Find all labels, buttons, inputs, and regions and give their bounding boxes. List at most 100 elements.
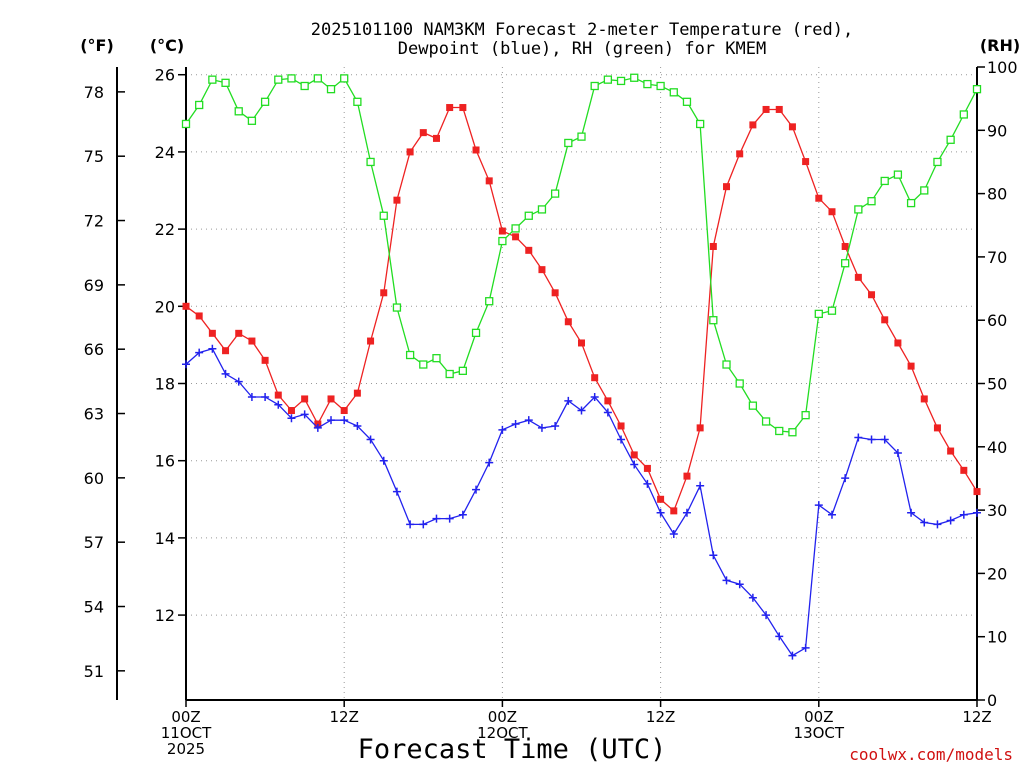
rh-point bbox=[590, 81, 599, 91]
dewpoint-point bbox=[195, 348, 204, 357]
dewpoint-point bbox=[366, 435, 375, 444]
dewpoint-point bbox=[340, 416, 349, 425]
dewpoint-point bbox=[603, 408, 612, 417]
rh-point bbox=[208, 75, 217, 84]
dewpoint-point bbox=[247, 393, 256, 402]
rh-point bbox=[564, 138, 573, 148]
dewpoint-point bbox=[432, 514, 441, 523]
x-tick-label-line: 13OCT bbox=[794, 724, 845, 742]
temperature-point bbox=[248, 337, 256, 345]
rh-tick-label: 60 bbox=[987, 311, 1007, 330]
temperature-point bbox=[182, 302, 190, 310]
dewpoint-point bbox=[392, 487, 401, 496]
temperature-point bbox=[287, 407, 295, 415]
celsius-tick-label: 20 bbox=[155, 297, 175, 316]
dewpoint-point bbox=[208, 344, 217, 353]
rh-point bbox=[366, 157, 375, 167]
temperature-point bbox=[551, 289, 559, 297]
x-tick-label-line: 00Z bbox=[488, 708, 517, 726]
rh-point bbox=[788, 428, 797, 437]
series-dewpoint bbox=[182, 344, 981, 660]
x-tick-label-line: 2025 bbox=[167, 740, 205, 758]
fahrenheit-tick-label: 60 bbox=[84, 469, 104, 488]
temperature-point bbox=[498, 227, 506, 235]
fahrenheit-tick-label: 72 bbox=[84, 212, 104, 231]
dewpoint-point bbox=[682, 508, 691, 517]
temperature-point bbox=[907, 362, 915, 370]
fahrenheit-tick-label: 78 bbox=[84, 83, 104, 102]
dewpoint-point bbox=[406, 520, 415, 529]
temperature-point bbox=[591, 374, 599, 382]
temperature-point bbox=[538, 266, 546, 274]
celsius-tick-label: 12 bbox=[155, 606, 175, 625]
series-rh bbox=[181, 73, 982, 437]
rh-point bbox=[643, 79, 652, 89]
temperature-point bbox=[775, 105, 783, 113]
dewpoint-point bbox=[617, 435, 626, 444]
x-tick-label-line: 00Z bbox=[171, 708, 200, 726]
rh-tick-label: 30 bbox=[987, 501, 1007, 520]
rh-point bbox=[656, 81, 665, 91]
temperature-point bbox=[736, 150, 744, 158]
rh-point bbox=[221, 78, 230, 87]
celsius-tick-label: 14 bbox=[155, 529, 175, 548]
temperature-point bbox=[432, 134, 440, 142]
rh-tick-label: 50 bbox=[987, 375, 1007, 394]
rh-point bbox=[379, 211, 388, 220]
rh-point bbox=[867, 197, 876, 206]
temperature-point bbox=[683, 472, 691, 480]
temperature-point bbox=[525, 246, 533, 254]
dewpoint-point bbox=[801, 643, 810, 652]
dewpoint-point bbox=[775, 632, 784, 641]
rh-point bbox=[814, 309, 823, 319]
rh-tick-label: 100 bbox=[987, 58, 1018, 77]
dewpoint-point bbox=[814, 501, 823, 510]
data-series bbox=[181, 73, 982, 660]
dewpoint-point bbox=[182, 360, 190, 369]
dewpoint-point bbox=[313, 423, 322, 432]
temperature-point bbox=[195, 312, 203, 320]
rh-point bbox=[841, 259, 850, 268]
temperature-point bbox=[327, 395, 335, 403]
x-tick-label-line: 12Z bbox=[962, 708, 991, 726]
dewpoint-point bbox=[379, 456, 388, 465]
dewpoint-point bbox=[920, 518, 929, 527]
rh-point bbox=[353, 97, 362, 106]
rh-point bbox=[392, 303, 402, 312]
rh-point bbox=[696, 119, 705, 129]
temperature-point bbox=[301, 395, 309, 403]
temperature-point bbox=[380, 289, 388, 297]
rh-point bbox=[550, 189, 560, 198]
rh-point bbox=[234, 107, 243, 116]
temperature-point bbox=[643, 464, 651, 472]
rh-point bbox=[577, 132, 586, 141]
dewpoint-point bbox=[327, 416, 336, 425]
temperature-point bbox=[340, 407, 348, 415]
fahrenheit-tick-label: 57 bbox=[84, 533, 104, 552]
temperature-point bbox=[419, 129, 427, 137]
temperature-point bbox=[709, 242, 717, 250]
rh-point bbox=[498, 236, 507, 246]
temperature-point bbox=[973, 488, 981, 496]
dewpoint-point bbox=[748, 593, 757, 602]
temperature-point bbox=[696, 424, 704, 432]
temperature-point bbox=[564, 318, 572, 326]
rh-point bbox=[920, 186, 929, 195]
temperature-point bbox=[512, 233, 520, 241]
dewpoint-point bbox=[933, 520, 942, 529]
rh-point bbox=[827, 306, 837, 315]
rh-point bbox=[326, 85, 336, 94]
dewpoint-point bbox=[287, 414, 296, 423]
dewpoint-point bbox=[867, 435, 876, 444]
dewpoint-point bbox=[353, 421, 362, 430]
temperature-point bbox=[815, 194, 823, 202]
rh-point bbox=[537, 205, 547, 214]
dewpoint-point bbox=[630, 460, 639, 469]
dewpoint-point bbox=[893, 448, 902, 457]
x-tick-label: 00Z 12OCT bbox=[477, 708, 528, 742]
temperature-point bbox=[353, 389, 361, 397]
dewpoint-point bbox=[696, 481, 705, 490]
x-tick-label-line: 00Z bbox=[804, 708, 833, 726]
temperature-point bbox=[406, 148, 414, 156]
rh-point bbox=[906, 198, 916, 208]
